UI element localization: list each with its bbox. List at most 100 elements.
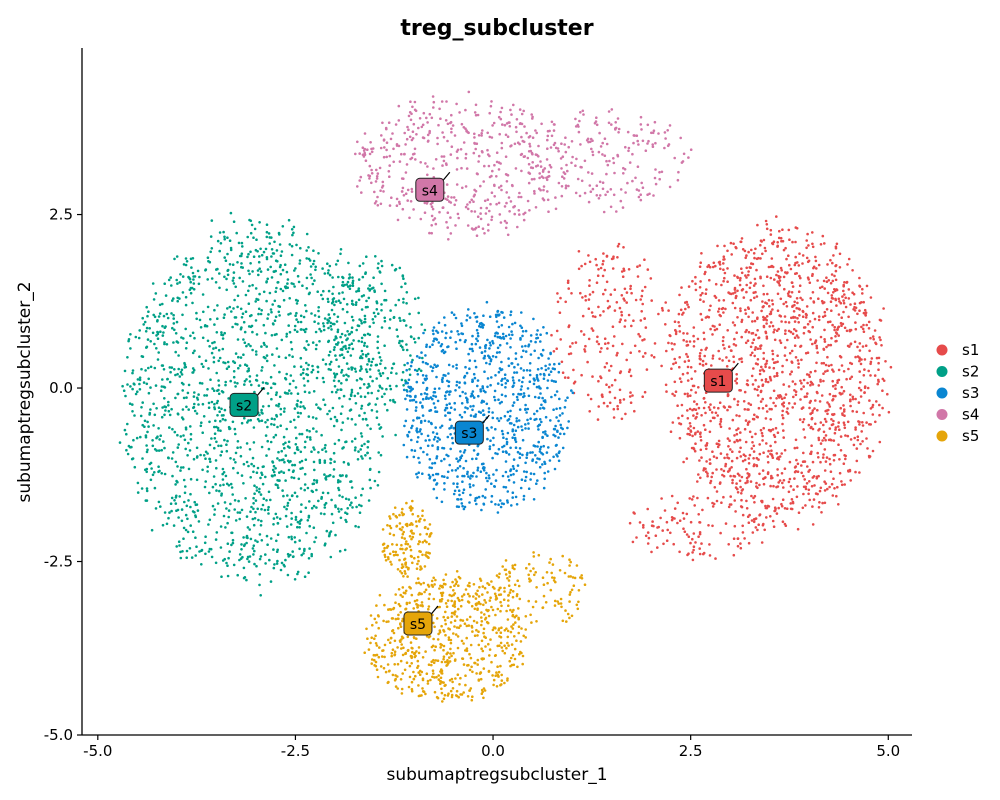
point-s2 bbox=[360, 435, 364, 438]
point-s3 bbox=[563, 406, 567, 409]
point-s3 bbox=[410, 426, 413, 430]
point-s2 bbox=[373, 290, 377, 294]
point-s2 bbox=[213, 437, 217, 440]
point-s3 bbox=[513, 371, 516, 374]
point-s3 bbox=[541, 463, 544, 466]
point-s1 bbox=[858, 423, 861, 426]
point-s3 bbox=[526, 418, 529, 422]
point-s1 bbox=[795, 297, 799, 300]
point-s3 bbox=[472, 484, 475, 487]
point-s2 bbox=[189, 425, 192, 428]
point-s2 bbox=[271, 353, 274, 356]
point-s2 bbox=[178, 495, 181, 498]
point-s2 bbox=[262, 250, 266, 254]
point-s2 bbox=[125, 432, 128, 436]
point-s2 bbox=[175, 278, 178, 282]
point-s1 bbox=[844, 457, 847, 461]
point-s3 bbox=[532, 382, 536, 386]
point-s2 bbox=[349, 284, 352, 288]
point-s1 bbox=[769, 378, 773, 382]
point-s2 bbox=[289, 340, 293, 344]
point-s1 bbox=[782, 486, 785, 489]
point-s2 bbox=[309, 265, 313, 268]
point-s2 bbox=[232, 271, 236, 274]
point-s2 bbox=[277, 402, 281, 406]
point-s1 bbox=[759, 344, 763, 347]
point-s1 bbox=[611, 267, 615, 270]
point-s1 bbox=[768, 366, 771, 369]
point-s2 bbox=[221, 417, 225, 421]
point-s1 bbox=[733, 288, 737, 291]
point-s2 bbox=[312, 390, 316, 393]
point-s1 bbox=[807, 373, 811, 377]
point-s1 bbox=[732, 553, 736, 557]
point-s3 bbox=[456, 330, 459, 333]
point-s2 bbox=[315, 479, 319, 482]
point-s2 bbox=[158, 303, 162, 307]
point-s1 bbox=[755, 485, 758, 488]
point-s3 bbox=[535, 482, 538, 486]
point-s1 bbox=[720, 283, 723, 287]
point-s1 bbox=[762, 482, 766, 486]
point-s1 bbox=[820, 299, 824, 303]
point-s3 bbox=[559, 432, 562, 436]
point-s1 bbox=[705, 447, 708, 451]
point-s2 bbox=[253, 227, 257, 231]
point-s4 bbox=[368, 177, 371, 180]
point-s3 bbox=[472, 372, 476, 376]
point-s1 bbox=[834, 340, 837, 343]
point-s2 bbox=[200, 421, 203, 425]
point-s1 bbox=[619, 401, 622, 404]
point-s2 bbox=[216, 267, 219, 271]
point-s2 bbox=[307, 292, 311, 296]
point-s1 bbox=[813, 317, 817, 321]
chart-title: treg_subcluster bbox=[400, 16, 593, 41]
point-s1 bbox=[755, 295, 759, 298]
point-s1 bbox=[800, 358, 803, 362]
point-s1 bbox=[736, 403, 739, 407]
point-s2 bbox=[324, 443, 327, 447]
point-s1 bbox=[776, 431, 780, 435]
point-s1 bbox=[791, 380, 795, 383]
point-s1 bbox=[827, 403, 831, 406]
point-s2 bbox=[284, 454, 288, 457]
point-s1 bbox=[739, 455, 743, 458]
point-s1 bbox=[834, 428, 837, 431]
point-s1 bbox=[784, 320, 787, 324]
point-s1 bbox=[878, 318, 882, 322]
point-s3 bbox=[543, 477, 546, 481]
point-s2 bbox=[247, 325, 251, 328]
point-s3 bbox=[476, 339, 480, 343]
point-s2 bbox=[183, 366, 186, 369]
point-s1 bbox=[827, 343, 830, 347]
point-s3 bbox=[540, 420, 543, 424]
point-s2 bbox=[322, 380, 326, 384]
point-s3 bbox=[500, 393, 504, 397]
point-s3 bbox=[542, 431, 545, 434]
point-s1 bbox=[691, 551, 694, 554]
point-s2 bbox=[192, 406, 195, 410]
point-s2 bbox=[240, 241, 244, 245]
point-s3 bbox=[446, 411, 450, 415]
point-s1 bbox=[868, 349, 871, 353]
point-s4 bbox=[490, 215, 494, 219]
point-s1 bbox=[760, 378, 764, 382]
point-s3 bbox=[546, 386, 549, 390]
point-s1 bbox=[795, 446, 799, 450]
point-s2 bbox=[269, 386, 273, 390]
point-s3 bbox=[434, 337, 438, 341]
point-s4 bbox=[526, 199, 530, 203]
point-s1 bbox=[739, 307, 742, 310]
point-s4 bbox=[501, 123, 504, 126]
point-s2 bbox=[195, 446, 199, 450]
point-s2 bbox=[341, 474, 344, 477]
point-s2 bbox=[232, 466, 235, 470]
point-s2 bbox=[338, 494, 341, 497]
point-s2 bbox=[189, 280, 192, 284]
point-s1 bbox=[591, 329, 595, 332]
point-s1 bbox=[757, 523, 760, 526]
point-s1 bbox=[818, 489, 822, 493]
point-s2 bbox=[231, 493, 234, 496]
point-s2 bbox=[145, 305, 148, 309]
point-s4 bbox=[487, 223, 490, 226]
